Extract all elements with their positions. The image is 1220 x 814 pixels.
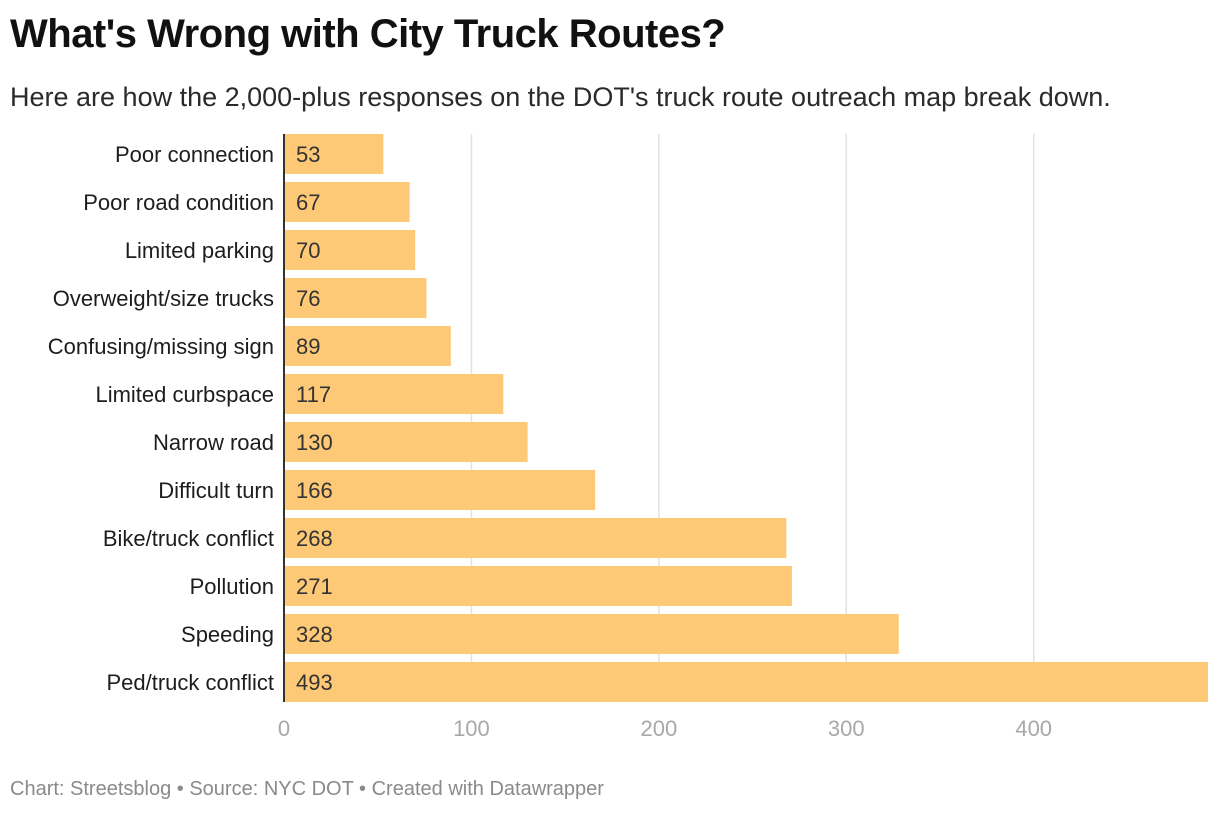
category-label: Narrow road <box>153 430 274 455</box>
value-label: 166 <box>296 478 333 503</box>
footer-separator: • <box>176 778 184 800</box>
category-label: Pollution <box>190 574 274 599</box>
labels: Poor connection 53 Poor road condition 67 Li… <box>48 142 333 695</box>
category-label: Limited curbspace <box>95 382 274 407</box>
bar <box>284 182 410 222</box>
bars <box>284 134 1208 702</box>
bar <box>284 518 787 558</box>
bar <box>284 134 384 174</box>
value-label: 268 <box>296 526 333 551</box>
grid-lines <box>470 134 1035 702</box>
category-label: Limited parking <box>125 238 274 263</box>
value-label: 67 <box>296 190 320 215</box>
category-label: Poor connection <box>115 142 274 167</box>
category-label: Poor road condition <box>83 190 274 215</box>
footer-source: Source: NYC DOT <box>189 778 354 800</box>
footer-credit: Chart: Streetsblog <box>10 778 172 800</box>
chart-subtitle: Here are how the 2,000-plus responses on… <box>10 82 1111 112</box>
value-label: 493 <box>296 670 333 695</box>
value-label: 70 <box>296 238 320 263</box>
category-label: Ped/truck conflict <box>106 670 274 695</box>
bar <box>284 470 596 510</box>
value-label: 130 <box>296 430 333 455</box>
value-label: 89 <box>296 334 320 359</box>
x-tick-label: 300 <box>828 716 865 741</box>
x-tick-label: 400 <box>1015 716 1052 741</box>
x-tick-label: 200 <box>640 716 677 741</box>
value-label: 76 <box>296 286 320 311</box>
bar <box>284 662 1208 702</box>
bar <box>284 422 528 462</box>
category-label: Difficult turn <box>158 478 274 503</box>
category-label: Speeding <box>181 622 274 647</box>
axis: 0 100 200 300 400 <box>278 134 1052 741</box>
category-label: Overweight/size trucks <box>53 286 274 311</box>
value-label: 328 <box>296 622 333 647</box>
footer-separator: • <box>359 778 367 800</box>
bar <box>284 566 792 606</box>
x-tick-label: 0 <box>278 716 290 741</box>
value-label: 271 <box>296 574 333 599</box>
bar <box>284 374 504 414</box>
bar <box>284 326 451 366</box>
chart-title: What's Wrong with City Truck Routes? <box>10 12 726 56</box>
bar <box>284 614 899 654</box>
value-label: 53 <box>296 142 320 167</box>
bar <box>284 230 416 270</box>
x-tick-label: 100 <box>453 716 490 741</box>
category-label: Bike/truck conflict <box>103 526 274 551</box>
footer-created-with: Created with Datawrapper <box>371 778 604 800</box>
category-label: Confusing/missing sign <box>48 334 274 359</box>
chart-footer: Chart: Streetsblog • Source: NYC DOT • C… <box>10 778 604 801</box>
bar <box>284 278 427 318</box>
value-label: 117 <box>296 382 331 407</box>
